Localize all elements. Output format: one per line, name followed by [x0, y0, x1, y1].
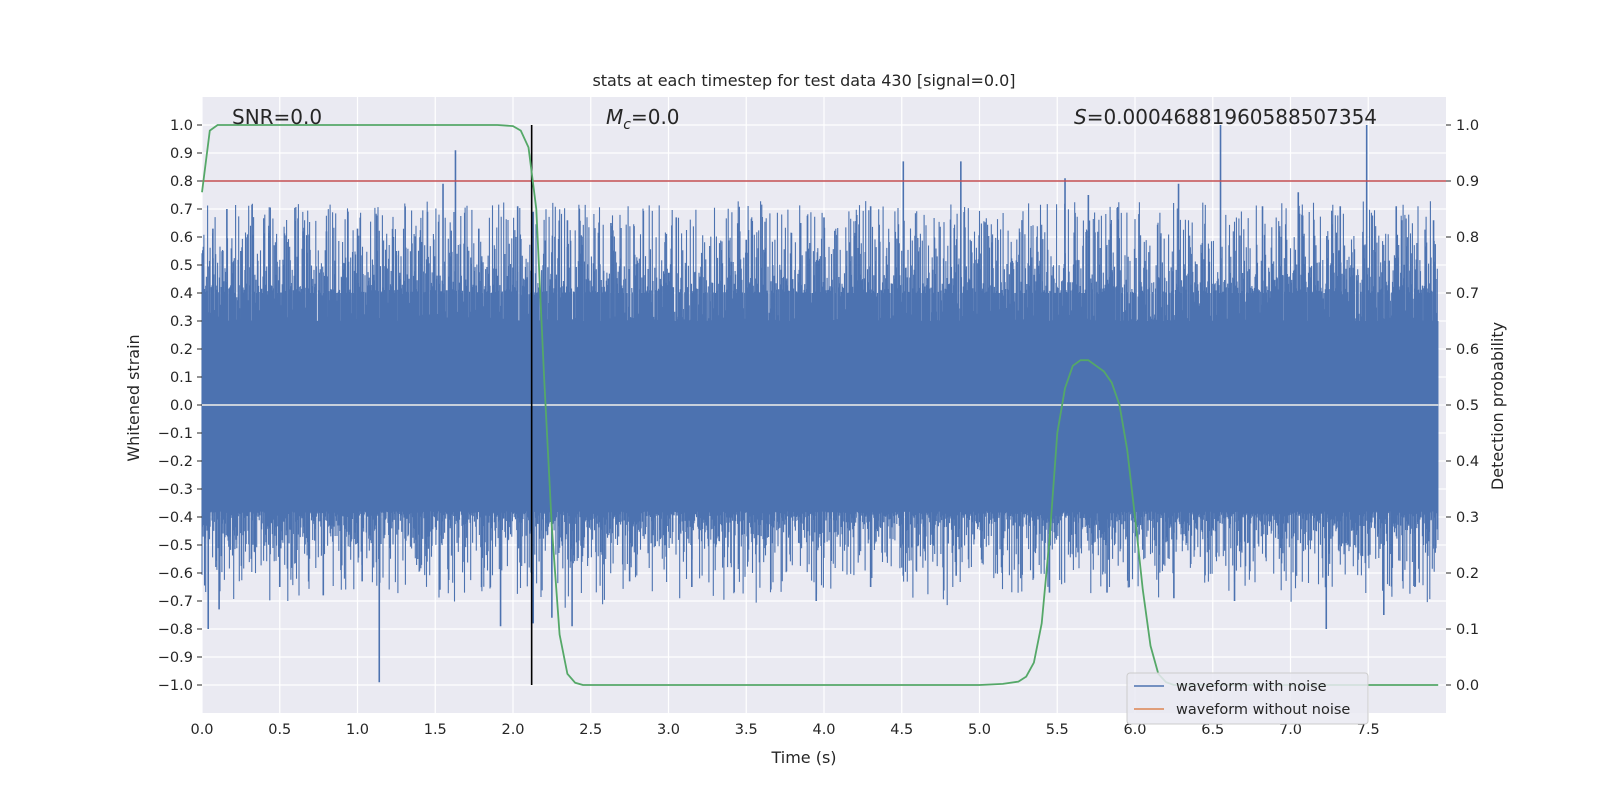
x-axis: 0.0 0.5 1.0 1.5 2.0 2.5 3.0 3.5 4.0 4.5 5.0 5.5 6.0 6… — [190, 722, 1379, 738]
y-tick-label: 0.9 — [170, 146, 193, 162]
y-tick-label: −1.0 — [158, 678, 193, 694]
y-tick-label: 0.7 — [170, 202, 193, 218]
noise-trace — [201, 201, 1439, 608]
x-tick-label: 7.0 — [1279, 722, 1302, 738]
x-tick-label: 1.0 — [346, 722, 369, 738]
snr-annotation: SNR=0.0 — [232, 105, 322, 129]
x-tick-label: 4.0 — [812, 722, 835, 738]
x-axis-label: Time (s) — [770, 748, 836, 767]
y2-tick-label: 1.0 — [1456, 118, 1479, 134]
y2-tick-label: 0.9 — [1456, 174, 1479, 190]
y2-tick-label: 0.5 — [1456, 398, 1479, 414]
mc-symbol: M — [606, 105, 623, 129]
y-axis-label: Whitened strain — [124, 334, 143, 461]
y-tick-label: −0.5 — [158, 538, 193, 554]
y-tick-label: −0.2 — [158, 454, 193, 470]
x-tick-label: 3.0 — [657, 722, 680, 738]
x-tick-label: 0.0 — [190, 722, 213, 738]
chirp-mass-annotation: Mc=0.0 — [606, 105, 680, 133]
y-tick-label: −0.8 — [158, 622, 193, 638]
y-tick-label: 0.3 — [170, 314, 193, 330]
y-tick-label: 0.1 — [170, 370, 193, 386]
y-tick-label: −0.4 — [158, 510, 193, 526]
s-symbol: S — [1074, 105, 1087, 129]
x-tick-label: 2.5 — [579, 722, 602, 738]
s-value: =0.00046881960588507354 — [1087, 105, 1377, 129]
x-tick-label: 5.5 — [1046, 722, 1069, 738]
legend-box — [1126, 672, 1369, 725]
x-tick-label: 4.5 — [890, 722, 913, 738]
x-tick-label: 2.0 — [501, 722, 524, 738]
y-tick-label: −0.3 — [158, 482, 193, 498]
y2-tick-label: 0.1 — [1456, 622, 1479, 638]
chart-title: stats at each timestep for test data 430… — [592, 71, 1015, 90]
y2-tick-label: 0.8 — [1456, 230, 1479, 246]
y2-tick-label: 0.0 — [1456, 678, 1479, 694]
x-tick-label: 0.5 — [268, 722, 291, 738]
x-tick-label: 7.5 — [1357, 722, 1380, 738]
y2-tick-label: 0.6 — [1456, 342, 1479, 358]
y-tick-label: 0.6 — [170, 230, 193, 246]
y-tick-label: 0.5 — [170, 258, 193, 274]
x-tick-label: 1.5 — [424, 722, 447, 738]
y2-tick-label: 0.7 — [1456, 286, 1479, 302]
y-tick-label: 0.0 — [170, 398, 193, 414]
y-tick-label: −0.1 — [158, 426, 193, 442]
s-annotation: S=0.00046881960588507354 — [1074, 105, 1377, 129]
mc-value: =0.0 — [631, 105, 680, 129]
y2-tick-label: 0.3 — [1456, 510, 1479, 526]
legend-label-clean: waveform without noise — [1176, 702, 1350, 718]
x-tick-label: 3.5 — [735, 722, 758, 738]
x-tick-label: 5.0 — [968, 722, 991, 738]
x-tick-label: 6.5 — [1201, 722, 1224, 738]
mc-subscript: c — [623, 117, 631, 133]
y-axis-left: 1.0 0.9 0.8 0.7 0.6 0.5 0.4 0.3 0.2 0.1 0.0 −0.1 −0.… — [158, 118, 202, 694]
y-tick-label: 1.0 — [170, 118, 193, 134]
y-tick-label: −0.6 — [158, 566, 193, 582]
y2-tick-label: 0.2 — [1456, 566, 1479, 582]
y-tick-label: −0.7 — [158, 594, 193, 610]
y-tick-label: 0.4 — [170, 286, 193, 302]
y-axis-right: 1.0 0.9 0.8 0.7 0.6 0.5 0.4 0.3 0.2 0.1 0.0 — [1446, 118, 1479, 694]
x-tick-label: 6.0 — [1123, 722, 1146, 738]
legend: waveform with noise waveform without noi… — [1126, 672, 1369, 725]
y-tick-label: 0.2 — [170, 342, 193, 358]
y2-tick-label: 0.4 — [1456, 454, 1479, 470]
y2-axis-label: Detection probability — [1488, 322, 1507, 490]
series-detection-probability — [201, 124, 1439, 686]
legend-label-noise: waveform with noise — [1176, 679, 1327, 695]
y-tick-label: −0.9 — [158, 650, 193, 666]
y-tick-label: 0.8 — [170, 174, 193, 190]
